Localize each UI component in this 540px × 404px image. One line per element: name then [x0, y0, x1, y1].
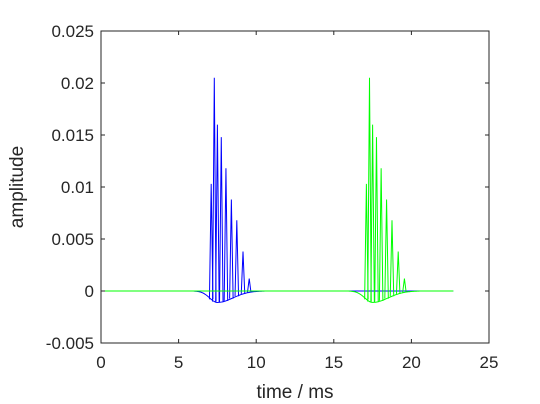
x-axis: 0 5 10 15 20 25: [96, 31, 498, 372]
series-baseline: [101, 290, 454, 303]
y-tick-label: 0.015: [51, 126, 94, 145]
y-tick-label: -0.005: [46, 334, 94, 353]
spike: [219, 137, 224, 303]
spike: [229, 199, 234, 299]
y-tick-label: 0.025: [51, 22, 94, 41]
y-tick-label: 0.02: [61, 74, 94, 93]
spike: [364, 183, 369, 300]
spike: [246, 278, 252, 293]
y-axis-label: amplitude: [7, 146, 28, 228]
x-tick-label: 15: [324, 353, 343, 372]
spike: [212, 77, 217, 302]
y-tick-label: 0.005: [51, 230, 94, 249]
x-axis-label: time / ms: [256, 382, 333, 403]
spike: [378, 168, 384, 301]
y-tick-label: 0.01: [61, 178, 94, 197]
x-tick-label: 0: [96, 353, 105, 372]
spike: [374, 137, 379, 303]
spike: [367, 77, 372, 302]
x-tick-label: 10: [247, 353, 266, 372]
y-tick-label: 0: [85, 282, 94, 301]
spike: [240, 251, 246, 294]
spike: [370, 124, 375, 303]
x-tick-label: 25: [480, 353, 499, 372]
x-tick-label: 20: [402, 353, 421, 372]
spike: [223, 168, 229, 301]
x-tick-label: 5: [174, 353, 183, 372]
spike: [384, 199, 389, 299]
spike: [402, 278, 407, 293]
plot-area: [101, 31, 489, 343]
spike: [234, 220, 240, 297]
spike: [395, 251, 401, 294]
series: [101, 77, 454, 303]
y-axis: -0.005 0 0.005 0.01 0.015 0.02 0.025: [46, 22, 489, 353]
spike: [215, 124, 220, 303]
spike: [389, 220, 395, 297]
spike: [208, 183, 214, 300]
series-layer: [101, 77, 454, 303]
